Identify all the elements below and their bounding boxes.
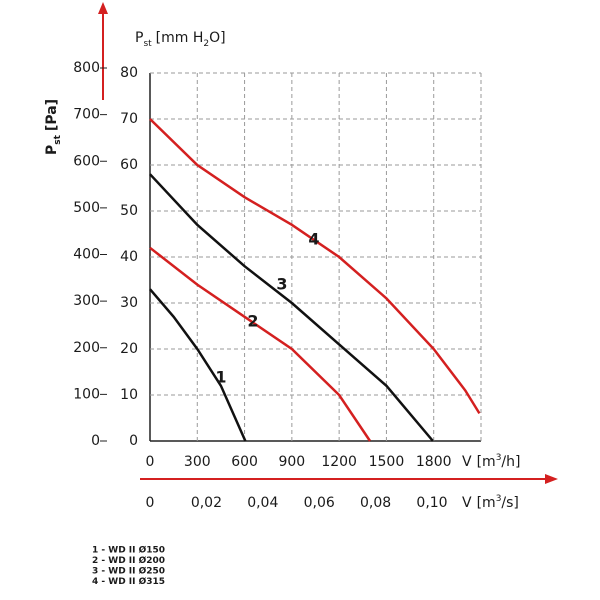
y2-tick-label: 300 [73, 293, 100, 309]
y2-tick-label: 200 [73, 340, 100, 356]
y-axis-label-part: 2 [203, 39, 209, 49]
x-axis-label: V [m3/h] [462, 453, 520, 471]
y-tick-label: 80 [120, 65, 138, 81]
y-axis-label: Pst [mm H2O] [135, 30, 226, 49]
y-tick-label: 0 [129, 433, 138, 449]
y-axis-label-part: [mm H [156, 30, 204, 46]
curve-label: 2 [247, 312, 258, 331]
y-tick-label: 40 [120, 249, 138, 265]
y2-tick-label: 800 [73, 60, 100, 76]
y2-axis-label-part: st [53, 134, 63, 144]
y-axis-label-part: P [135, 30, 143, 46]
y-tick-label: 30 [120, 295, 138, 311]
legend-entry: 2 - WD II Ø200 [92, 555, 165, 566]
x2-tick-label: 0,10 [416, 495, 447, 511]
x-axis-label-part: V [462, 454, 472, 470]
x-tick-label: 1200 [321, 454, 357, 470]
x2-tick-label: 0,08 [360, 495, 391, 511]
y-tick-label: 20 [120, 341, 138, 357]
curve [149, 173, 434, 442]
x2-tick-label: 0 [146, 495, 155, 511]
y-tick-label: 70 [120, 111, 138, 127]
y2-axis-label-part: P [44, 145, 60, 155]
y-tick-label: 10 [120, 387, 138, 403]
y2-arrow-head [98, 2, 108, 14]
x2-tick-label: 0,02 [191, 495, 222, 511]
x-tick-label: 0 [146, 454, 155, 470]
x2-axis-label-part: /s] [501, 495, 518, 511]
y2-tick-label: 100 [73, 386, 100, 402]
y2-tick-label: 600 [73, 153, 100, 169]
x2-axis-label-part: V [462, 495, 472, 511]
x-tick-label: 600 [231, 454, 258, 470]
y2-axis-label: Pst [Pa] [44, 99, 63, 155]
curve [149, 118, 481, 415]
x-tick-label: 900 [278, 454, 305, 470]
y2-tick-label: 400 [73, 247, 100, 263]
x-tick-label: 1500 [369, 454, 405, 470]
y2-tick-label: 0 [91, 433, 100, 449]
legend-entry: 3 - WD II Ø250 [92, 566, 165, 577]
x2-axis-label-part: 3 [496, 494, 502, 504]
x-arrow-head [545, 474, 558, 484]
legend-entry: 1 - WD II Ø150 [92, 545, 165, 556]
y2-axis-label-part: [Pa] [44, 99, 60, 131]
x-axis-label-part: 3 [496, 453, 502, 463]
legend-entry: 4 - WD II Ø315 [92, 576, 165, 587]
x-axis-label-part: /h] [501, 454, 520, 470]
curve [149, 246, 372, 442]
x2-tick-label: 0,06 [304, 495, 335, 511]
x2-axis-label: V [m3/s] [462, 494, 519, 512]
y2-tick-label: 500 [73, 200, 100, 216]
curve-label: 3 [276, 275, 287, 294]
y-tick-label: 50 [120, 203, 138, 219]
curve [149, 288, 247, 442]
x-axis-label-part: [m [477, 454, 496, 470]
x-tick-label: 300 [184, 454, 211, 470]
curve-label: 1 [215, 368, 226, 387]
x2-axis-label-part: [m [477, 495, 496, 511]
y2-tick-label: 700 [73, 107, 100, 123]
x2-tick-label: 0,04 [247, 495, 278, 511]
y-axis-label-part: O] [209, 30, 225, 46]
curve-label: 4 [308, 230, 319, 249]
x-tick-label: 1800 [416, 454, 452, 470]
y-axis-label-part: st [143, 39, 152, 49]
y-tick-label: 60 [120, 157, 138, 173]
